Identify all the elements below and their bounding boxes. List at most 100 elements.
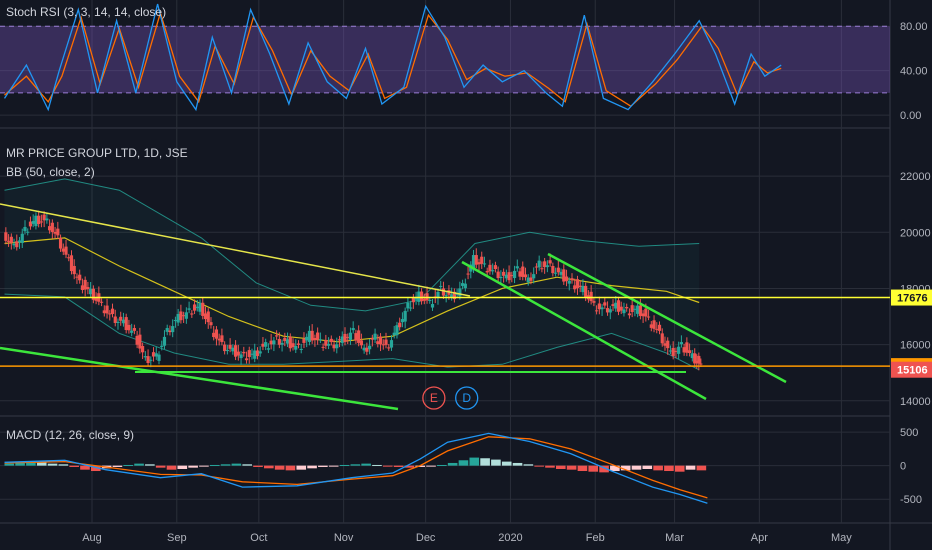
candle-body	[458, 288, 462, 297]
candle-body	[6, 240, 11, 242]
y-tick-price-0: 22000	[900, 171, 931, 183]
macd-hist-bar	[296, 465, 307, 470]
macd-hist-bar	[620, 465, 631, 471]
candle-body	[422, 298, 426, 301]
candle-body	[400, 319, 405, 323]
candle-body	[283, 337, 287, 342]
candle-body	[518, 271, 522, 277]
candle-body	[132, 328, 136, 331]
candle-body	[622, 309, 626, 314]
macd-hist-bar	[534, 465, 544, 467]
candle-body	[627, 313, 632, 316]
candle-body	[556, 267, 560, 273]
candle-body	[288, 336, 292, 349]
macd-hist-bar	[264, 465, 274, 469]
macd-hist-bar	[555, 465, 566, 469]
stoch-rsi-panel: Stoch RSI (3, 3, 14, 14, close)	[0, 3, 890, 112]
x-tick-1: Sep	[167, 532, 187, 544]
candle-body	[58, 237, 63, 249]
macd-hist-bar	[188, 465, 198, 468]
candle-body	[343, 333, 347, 342]
candle-body	[127, 324, 131, 331]
candle-body	[463, 283, 467, 289]
macd-hist-bar	[674, 465, 685, 472]
macd-hist-bar	[523, 464, 534, 466]
marker-e-circle	[422, 386, 446, 410]
macd-hist-bar	[653, 465, 663, 471]
candle-body	[521, 266, 525, 277]
macd-hist-bar	[631, 465, 642, 470]
macd-hist-bar	[80, 465, 90, 470]
candle-body	[337, 339, 342, 341]
tag-resistance-box	[891, 289, 932, 306]
candle-body	[212, 332, 216, 338]
candle-body	[269, 340, 273, 345]
macd-hist-bar	[69, 465, 79, 467]
candle-body	[441, 288, 446, 296]
bollinger-upper-line	[4, 178, 700, 312]
candle-body	[182, 315, 186, 317]
candle-body	[340, 336, 344, 343]
candle-body	[201, 302, 205, 316]
candle-body	[679, 342, 683, 345]
candle-body	[477, 262, 481, 265]
macd-hist-bar	[134, 463, 144, 466]
x-tick-8: Apr	[751, 532, 768, 544]
macd-hist-bar	[588, 465, 599, 472]
candle-body	[56, 228, 60, 236]
candle-body	[255, 350, 260, 356]
candle-body	[452, 291, 456, 300]
bb-indicator-label: BB (50, close, 2)	[6, 165, 95, 179]
x-tick-3: Nov	[334, 532, 354, 544]
macd-hist-bar	[361, 463, 371, 466]
candle-body	[261, 343, 265, 347]
candle-body	[389, 340, 394, 348]
macd-hist-bar	[166, 465, 177, 470]
candle-body	[395, 325, 399, 336]
tag-resistance-text: 17676	[897, 293, 928, 305]
candle-body	[116, 321, 120, 323]
candle-body	[682, 347, 686, 353]
candle-body	[359, 340, 363, 346]
candle-body	[564, 276, 569, 282]
candle-body	[102, 310, 106, 314]
candle-body	[316, 332, 320, 340]
candle-body	[562, 269, 566, 282]
candle-body	[173, 320, 178, 322]
candle-body	[80, 285, 85, 290]
candle-body	[105, 305, 109, 314]
candle-body	[376, 341, 380, 345]
candle-body	[493, 265, 498, 270]
candle-body	[368, 345, 372, 350]
candle-body	[608, 309, 612, 313]
candle-body	[239, 354, 243, 359]
x-tick-0: Aug	[82, 532, 102, 544]
candle-body	[491, 270, 495, 272]
candle-body	[357, 330, 361, 343]
macd-hist-bar	[307, 465, 317, 469]
candle-body	[436, 291, 440, 298]
candle-body	[64, 246, 68, 255]
candle-body	[455, 293, 459, 295]
candle-body	[113, 316, 117, 323]
y-tick-stoch-0: 80.00	[900, 21, 928, 33]
candle-body	[687, 350, 692, 354]
candle-body	[4, 232, 8, 241]
candle-body	[398, 322, 402, 328]
candle-body	[190, 313, 194, 315]
bollinger-lower-line	[4, 293, 700, 371]
macd-hist-bar	[393, 465, 404, 467]
candle-body	[471, 255, 476, 270]
candle-body	[660, 333, 664, 344]
macd-hist-bar	[372, 464, 382, 466]
candle-body	[75, 276, 79, 278]
marker-d-circle	[455, 386, 479, 410]
tag-last-box	[891, 361, 932, 378]
candle-body	[324, 339, 328, 346]
macd-hist-bar	[664, 465, 674, 472]
candle-body	[291, 343, 295, 348]
marker-e-label: E	[430, 391, 438, 405]
macd-hist-bar	[458, 460, 469, 466]
candle-body	[625, 306, 629, 309]
